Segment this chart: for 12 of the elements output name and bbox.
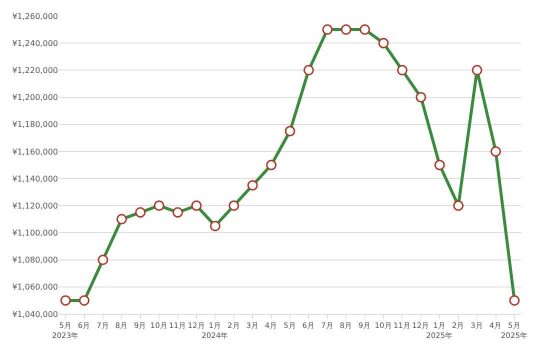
y-tick-label: ¥1,100,000 <box>12 228 58 238</box>
y-tick-label: ¥1,080,000 <box>12 256 58 265</box>
y-tick-label: ¥1,200,000 <box>12 93 58 102</box>
y-tick-label: ¥1,120,000 <box>12 201 58 210</box>
y-tick-label: ¥1,060,000 <box>12 282 58 292</box>
y-tick-label: ¥1,260,000 <box>12 12 58 21</box>
y-tick-label: ¥1,240,000 <box>12 38 58 48</box>
y-tick-label: ¥1,040,000 <box>12 310 58 319</box>
y-tick-label: ¥1,160,000 <box>12 147 58 156</box>
y-tick-label: ¥1,220,000 <box>12 66 58 75</box>
y-tick-label: ¥1,180,000 <box>12 120 58 130</box>
y-tick-label: ¥1,140,000 <box>12 174 58 184</box>
